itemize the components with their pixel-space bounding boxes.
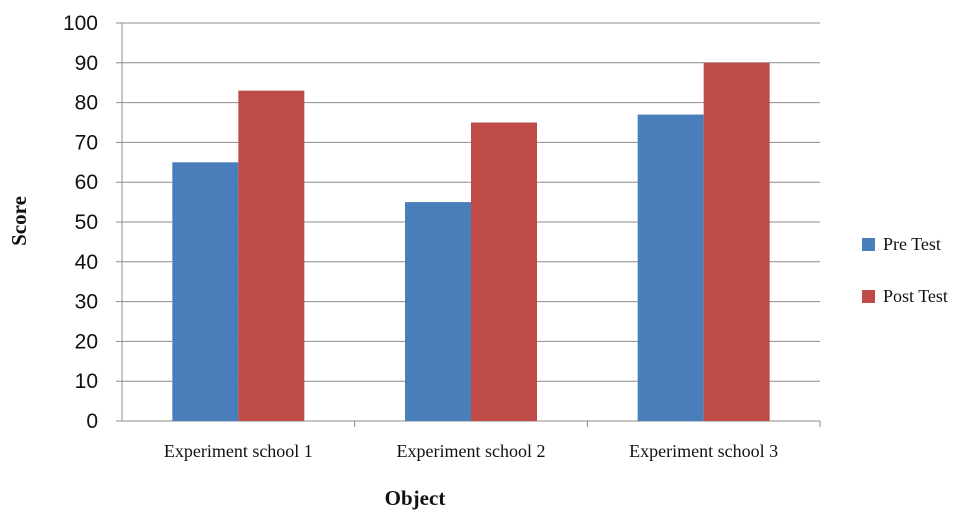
bar-pre-test [172, 162, 239, 422]
bar-post-test [471, 122, 537, 421]
y-tick-label: 100 [63, 12, 98, 35]
legend-swatch [862, 290, 875, 303]
bar-pre-test [637, 114, 704, 421]
x-axis-title: Object [385, 486, 446, 510]
y-tick-label: 20 [75, 330, 98, 353]
bar-post-test [238, 90, 305, 421]
legend: Pre Test Post Test [862, 234, 948, 306]
y-tick-label: 40 [75, 251, 98, 274]
y-tick-label: 50 [75, 211, 98, 234]
y-tick-label: 80 [75, 92, 98, 115]
legend-label: Post Test [883, 286, 948, 306]
y-axis-title: Score [7, 196, 31, 246]
bar-post-test [703, 62, 770, 422]
y-tick-label: 0 [86, 410, 98, 433]
y-tick-labels: 0 10 20 30 40 50 60 70 80 90 100 [63, 12, 98, 433]
y-tick-label: 70 [75, 131, 98, 154]
bar-pre-test [405, 202, 471, 421]
x-tick-label: Experiment school 2 [397, 441, 546, 461]
x-tick-labels: Experiment school 1 Experiment school 2 Ex… [164, 441, 778, 461]
legend-swatch [862, 238, 875, 251]
y-tick-label: 60 [75, 171, 98, 194]
y-tick-label: 30 [75, 291, 98, 314]
legend-label: Pre Test [883, 234, 941, 254]
x-tick-label: Experiment school 3 [629, 441, 778, 461]
bars [172, 62, 770, 422]
y-tick-label: 10 [75, 370, 98, 393]
x-tick-label: Experiment school 1 [164, 441, 313, 461]
y-tick-label: 90 [75, 52, 98, 75]
